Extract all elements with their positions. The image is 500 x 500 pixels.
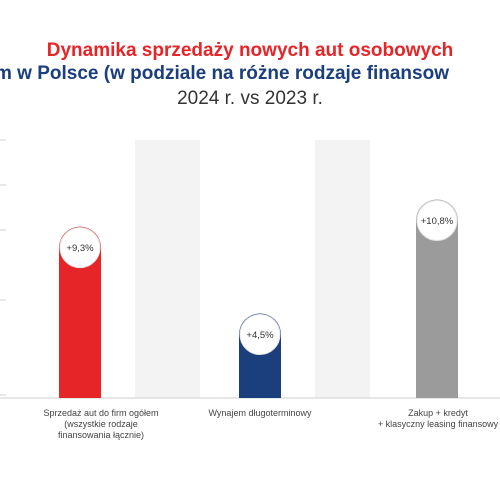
background-band <box>315 140 370 398</box>
bar <box>416 199 458 398</box>
bar <box>59 226 101 398</box>
background-band <box>135 140 200 398</box>
value-label-badge <box>59 227 101 269</box>
category-label-line: Wynajem długoterminowy <box>208 408 312 418</box>
value-label: +4,5% <box>246 330 274 341</box>
category-label-purchase-credit-leasing: Zakup + kredyt + klasyczny leasing finans… <box>363 408 500 430</box>
category-label-line: Sprzedaż aut do firm ogółem <box>43 408 159 418</box>
category-label-line: Zakup + kredyt <box>408 408 468 418</box>
bar-base <box>416 377 458 398</box>
value-label-badge <box>416 199 458 241</box>
bar-base <box>239 377 281 398</box>
category-label-long-term-rental: Wynajem długoterminowy <box>185 408 335 419</box>
chart-title-line2: m w Polsce (w podziale na różne rodzaje … <box>0 63 449 84</box>
value-label-badge <box>239 314 281 356</box>
category-label-line: (wszystkie rodzaje <box>64 419 138 429</box>
category-label-all-sales: Sprzedaż aut do firm ogółem (wszystkie ro… <box>26 408 176 441</box>
value-label: +9,3% <box>66 243 94 254</box>
category-label-line: + klasyczny leasing finansowy <box>377 419 499 429</box>
bar-base <box>59 377 101 398</box>
value-label: +10,8% <box>421 216 454 227</box>
chart-subtitle: 2024 r. vs 2023 r. <box>177 88 323 109</box>
category-label-line: finansowania łącznie) <box>57 430 145 440</box>
chart-title-line1: Dynamika sprzedaży nowych aut osobowych <box>46 40 454 61</box>
